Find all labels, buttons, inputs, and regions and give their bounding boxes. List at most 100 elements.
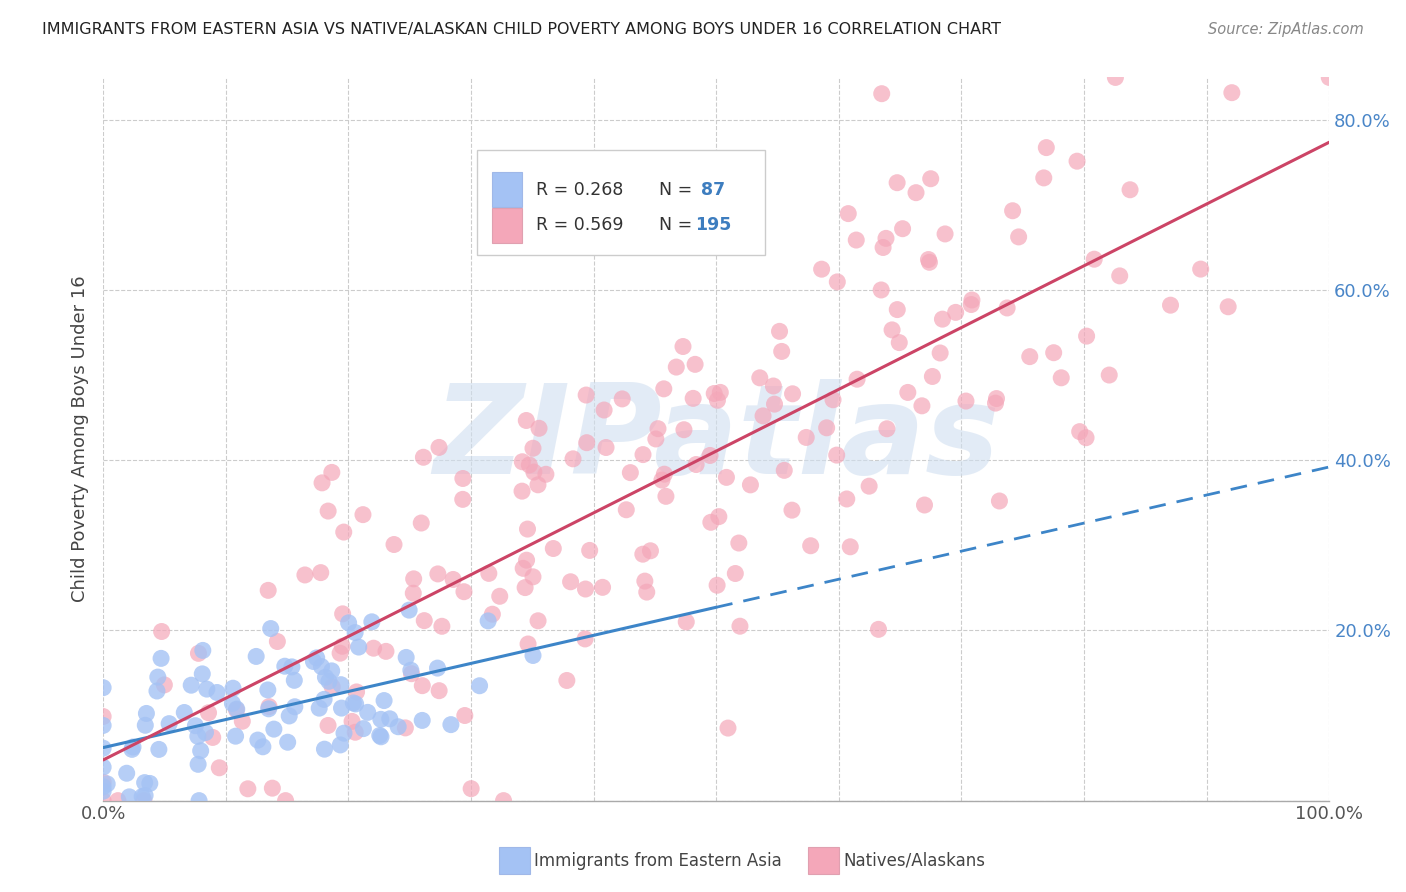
Point (329, 646, 352, 660)
Point (897, 385, 920, 400)
Point (934, 227, 956, 241)
Point (527, 478, 550, 492)
Point (378, 712, 401, 726)
Point (91, 784, 114, 798)
Point (513, 581, 536, 595)
Point (1069, 425, 1091, 439)
Point (870, 283, 893, 297)
Point (314, 692, 336, 706)
Point (1189, 262, 1212, 277)
Point (960, 297, 983, 311)
Point (634, 574, 657, 588)
Point (231, 714, 253, 729)
Point (872, 240, 894, 254)
Point (91, 775, 114, 789)
Point (340, 714, 363, 729)
Point (208, 761, 231, 775)
Text: R = 0.268: R = 0.268 (536, 180, 623, 199)
Point (135, 706, 157, 721)
Point (700, 516, 723, 530)
Point (522, 442, 544, 456)
Point (426, 566, 449, 581)
Point (516, 522, 538, 536)
Point (931, 312, 953, 326)
Point (107, 794, 129, 808)
Point (188, 794, 211, 808)
Point (222, 681, 245, 696)
Point (91, 681, 114, 695)
Point (194, 725, 217, 739)
Point (647, 422, 669, 436)
Point (846, 372, 869, 386)
Point (191, 643, 214, 657)
Point (1119, 183, 1142, 197)
Point (875, 231, 897, 245)
Point (592, 580, 614, 594)
Point (329, 678, 352, 692)
Point (294, 568, 316, 582)
Point (515, 413, 537, 427)
Point (321, 664, 343, 678)
Point (187, 729, 209, 743)
Point (911, 399, 934, 413)
Text: IMMIGRANTS FROM EASTERN ASIA VS NATIVE/ALASKAN CHILD POVERTY AMONG BOYS UNDER 16: IMMIGRANTS FROM EASTERN ASIA VS NATIVE/A… (42, 22, 1001, 37)
Point (256, 682, 278, 697)
Point (481, 607, 503, 622)
Point (316, 718, 339, 732)
Point (748, 371, 770, 385)
Point (121, 742, 143, 756)
Point (918, 255, 941, 269)
Point (724, 566, 747, 581)
Point (329, 738, 352, 752)
Point (91, 780, 114, 794)
Point (477, 614, 499, 628)
Point (575, 388, 598, 402)
Point (146, 684, 169, 698)
Point (225, 703, 247, 717)
Point (517, 637, 540, 651)
Point (225, 702, 247, 716)
Point (321, 466, 343, 480)
Point (134, 718, 156, 732)
Point (344, 697, 367, 711)
Point (527, 614, 550, 628)
Point (131, 789, 153, 804)
Point (278, 709, 301, 723)
Point (510, 484, 533, 499)
Point (914, 498, 936, 512)
Point (763, 397, 786, 411)
Point (1050, 371, 1073, 385)
Point (314, 670, 336, 684)
Text: Source: ZipAtlas.com: Source: ZipAtlas.com (1208, 22, 1364, 37)
Point (1018, 350, 1040, 364)
Point (91, 760, 114, 774)
Point (782, 386, 804, 401)
Point (510, 455, 533, 469)
Text: 87: 87 (696, 180, 725, 199)
Point (560, 574, 582, 589)
Point (578, 543, 600, 558)
Point (277, 735, 299, 749)
Point (1008, 230, 1031, 244)
Point (651, 473, 673, 487)
Point (344, 725, 367, 739)
Point (1098, 368, 1121, 382)
Point (440, 717, 463, 731)
Point (717, 721, 740, 735)
Point (619, 466, 641, 480)
Point (612, 392, 634, 406)
Point (706, 393, 728, 408)
Point (995, 301, 1018, 315)
Point (858, 479, 880, 493)
Point (308, 701, 330, 715)
Point (517, 458, 540, 472)
Point (337, 615, 360, 630)
Point (387, 720, 409, 734)
Point (402, 572, 425, 586)
Point (283, 673, 305, 688)
Point (1317, 70, 1340, 85)
Point (827, 275, 849, 289)
Point (316, 504, 339, 518)
Point (699, 449, 721, 463)
Point (773, 463, 796, 477)
